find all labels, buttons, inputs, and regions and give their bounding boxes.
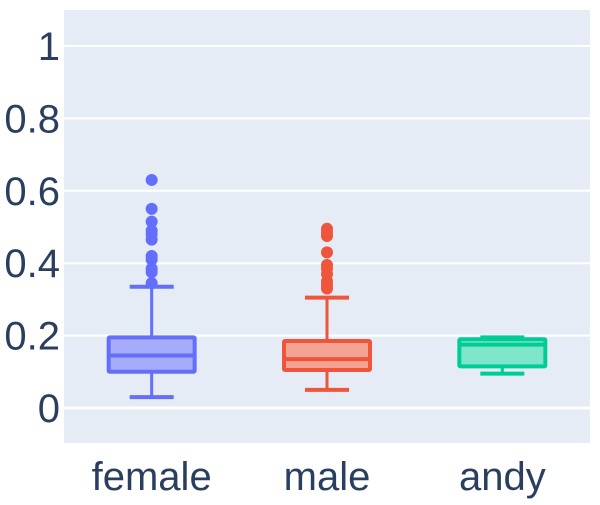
y-tick-label: 1 <box>38 25 60 69</box>
outlier-point <box>145 277 158 290</box>
x-tick-label: male <box>284 455 371 499</box>
x-tick-label: female <box>92 455 212 499</box>
outlier-point <box>321 259 333 272</box>
y-tick-label: 0.6 <box>4 170 60 214</box>
y-tick-label: 0 <box>38 387 60 431</box>
y-axis-ticks: 0 0.2 0.4 0.6 0.8 1 <box>4 25 60 431</box>
outlier-point <box>145 173 158 186</box>
box-female <box>106 173 197 400</box>
outlier-point <box>145 202 158 215</box>
outlier-point <box>145 262 158 275</box>
x-tick-label: andy <box>459 455 546 499</box>
outlier-point <box>321 222 333 235</box>
y-tick-label: 0.8 <box>4 97 60 141</box>
boxes <box>106 173 548 400</box>
outlier-point <box>145 224 158 237</box>
box-male <box>282 222 372 392</box>
outlier-point <box>321 246 333 259</box>
y-tick-label: 0.2 <box>4 315 60 359</box>
iqr-box <box>282 339 372 372</box>
x-axis-ticks: female male andy <box>92 455 546 499</box>
box-andy <box>457 335 548 376</box>
outlier-point <box>145 215 158 228</box>
outlier-point <box>145 249 158 262</box>
y-tick-label: 0.4 <box>4 242 60 286</box>
